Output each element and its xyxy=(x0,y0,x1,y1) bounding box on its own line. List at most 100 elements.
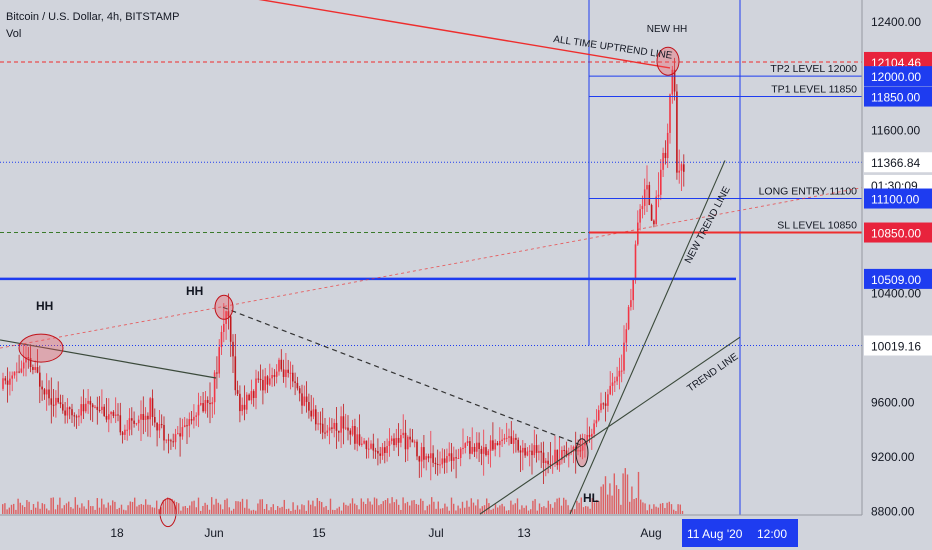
volume-bar xyxy=(257,503,259,514)
volume-bar xyxy=(13,503,15,514)
volume-bar xyxy=(272,504,274,514)
volume-bar xyxy=(208,509,211,514)
candle-body xyxy=(142,414,145,420)
price-tag-bg xyxy=(864,152,932,173)
volume-bar xyxy=(387,498,389,514)
volume-bar xyxy=(136,506,138,514)
candle-body xyxy=(151,398,154,417)
candle-body xyxy=(381,447,384,456)
volume-bar xyxy=(446,506,448,514)
candle-body xyxy=(501,439,503,442)
candle-body xyxy=(522,447,524,453)
volume-bar xyxy=(527,510,530,514)
volume-bar xyxy=(246,499,248,514)
candle-body xyxy=(643,189,646,206)
candle-body xyxy=(487,450,490,456)
candle-body xyxy=(305,396,308,403)
volume-bar xyxy=(587,506,589,514)
volume-bar xyxy=(211,497,213,514)
candle-body xyxy=(105,415,108,420)
new-trend-line xyxy=(569,160,726,515)
candle-body xyxy=(630,300,632,308)
volume-bar xyxy=(560,505,563,514)
volume-bar xyxy=(160,507,162,514)
volume-bar xyxy=(343,502,345,514)
volume-bar xyxy=(92,506,94,514)
candle-body xyxy=(423,447,425,460)
candle-body xyxy=(407,436,409,450)
volume-bar xyxy=(620,504,622,514)
candle-body xyxy=(344,427,347,429)
volume-bar xyxy=(127,505,129,514)
candle-body xyxy=(413,441,416,443)
volume-bar xyxy=(565,499,567,514)
level-label-0: TP2 LEVEL 12000 xyxy=(770,63,857,75)
volume-bar xyxy=(107,502,109,514)
volume-bar xyxy=(461,501,464,514)
candle-body xyxy=(25,357,27,363)
price-tag-bg xyxy=(864,66,932,87)
volume-bar xyxy=(314,506,316,514)
volume-bar xyxy=(578,502,580,514)
candle-body xyxy=(229,316,232,342)
volume-bar xyxy=(382,501,384,514)
candle-body xyxy=(112,411,115,416)
candle-body xyxy=(55,397,57,406)
price-tag-label: 11100.00 xyxy=(871,193,920,207)
volume-bar xyxy=(191,501,193,514)
candle-body xyxy=(257,378,260,380)
volume-bar xyxy=(200,510,202,514)
candle-body xyxy=(200,403,202,405)
candle-body xyxy=(248,394,250,401)
volume-bar xyxy=(525,505,527,514)
volume-bar xyxy=(662,503,664,514)
volume-bar xyxy=(448,510,450,514)
volume-bar xyxy=(585,506,587,514)
candle-body xyxy=(425,456,427,460)
volume-bar xyxy=(681,510,684,514)
volume-bar xyxy=(327,509,329,514)
volume-bar xyxy=(576,500,578,514)
volume-bar xyxy=(530,509,532,514)
candle-body xyxy=(545,460,547,463)
candle-body xyxy=(57,397,59,403)
volume-bar xyxy=(670,504,673,514)
volume-bar xyxy=(294,509,296,514)
dashed-downtrend-line xyxy=(222,306,581,446)
volume-bar xyxy=(255,510,257,514)
candle-body xyxy=(478,442,480,449)
candle-body xyxy=(379,453,381,456)
candle-body xyxy=(349,430,352,435)
candle-body xyxy=(393,438,395,446)
volume-bar xyxy=(391,497,393,514)
volume-bar xyxy=(673,509,675,514)
candle-body xyxy=(593,423,595,434)
candle-body xyxy=(108,414,110,420)
candle-body xyxy=(565,450,568,456)
candle-body xyxy=(538,450,540,453)
volume-bar xyxy=(626,474,629,514)
volume-bar xyxy=(213,504,215,514)
candle-body xyxy=(584,442,586,446)
volume-bar xyxy=(389,503,391,514)
candle-body xyxy=(135,423,138,425)
volume-bar xyxy=(406,501,409,514)
volume-bar xyxy=(164,498,167,514)
volume-bar xyxy=(114,501,116,514)
volume-bar xyxy=(354,503,356,514)
volume-bar xyxy=(351,498,354,514)
candle-body xyxy=(416,441,418,457)
candle-body xyxy=(250,391,253,401)
volume-bar xyxy=(538,503,541,514)
volume-bar xyxy=(417,504,420,514)
volume-bar xyxy=(167,497,169,514)
volume-bar xyxy=(184,505,186,514)
candle-body xyxy=(68,407,71,410)
volume-bar xyxy=(371,504,373,514)
candle-body xyxy=(554,449,556,464)
candle-body xyxy=(356,434,358,444)
volume-bar xyxy=(609,483,611,514)
